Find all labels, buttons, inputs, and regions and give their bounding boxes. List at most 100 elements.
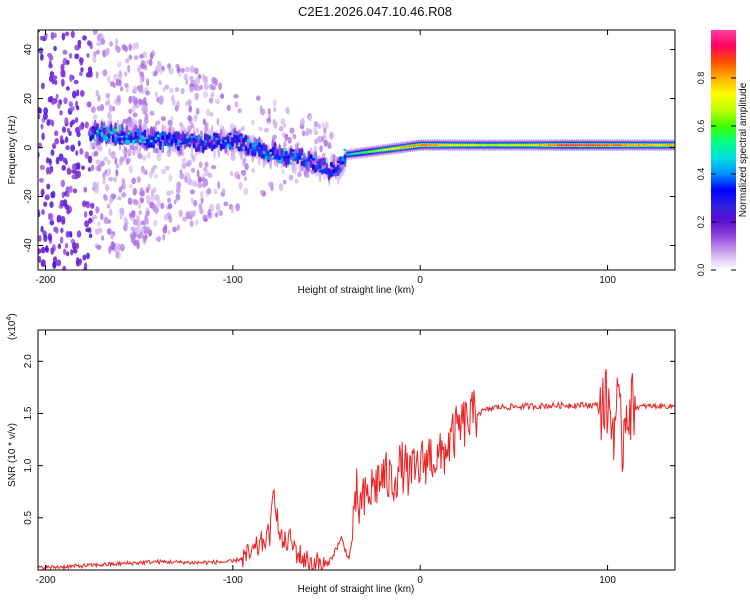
spectrogram-ridge-cell xyxy=(343,148,347,152)
spectrogram-frame xyxy=(37,29,676,271)
spectrogram-ridge-cell xyxy=(601,144,605,146)
spectrogram-ridge-cell xyxy=(177,146,180,151)
spectrogram-ridge-cell xyxy=(107,126,111,132)
spectrogram-speckle xyxy=(294,178,299,184)
spectrogram-speckle xyxy=(104,48,110,57)
spectrogram-ridge-cell xyxy=(338,157,342,166)
spectrogram-ridge-cell xyxy=(253,142,257,148)
spectrogram-ridge-cell xyxy=(143,140,147,144)
spectrogram-speckle xyxy=(118,69,122,78)
spectrogram-speckle xyxy=(128,95,133,104)
spectrogram-speckle xyxy=(170,68,175,74)
spectrogram-ridge-cell xyxy=(98,127,102,130)
spectrogram-speckle xyxy=(43,112,48,120)
spectrogram-speckle xyxy=(181,162,187,170)
spectrogram-speckle xyxy=(217,181,221,189)
spectrogram-speckle xyxy=(118,186,123,193)
snr-y-tick-label: 0.5 xyxy=(23,510,34,524)
spectrogram-speckle xyxy=(194,92,200,101)
spectrogram-speckle xyxy=(119,213,123,220)
spectrogram-speckle xyxy=(66,127,71,133)
spectrogram-speckle xyxy=(62,49,68,55)
spectrogram-y-axis: -40 -20 0 20 40 xyxy=(23,44,675,253)
spectrogram-speckle xyxy=(70,249,74,256)
spectrogram-ridge-cell xyxy=(554,144,558,146)
spectrogram-speckle xyxy=(198,161,203,169)
spectrogram-speckle xyxy=(82,254,87,261)
spectrogram-ridge-cell xyxy=(197,137,201,140)
spectrogram-ridge-cell xyxy=(228,132,232,136)
spectrogram-ridge-cell xyxy=(213,144,216,150)
spectrogram-ridge-cell xyxy=(174,143,178,146)
spectrogram-speckle xyxy=(38,30,41,33)
snr-plot-area xyxy=(38,330,675,570)
spectrogram-ridge-cell xyxy=(192,138,196,141)
spectrogram-speckle xyxy=(150,193,155,202)
spectrogram-ridge-cell xyxy=(428,144,432,146)
spectrogram-ridge-cell xyxy=(440,144,443,146)
spectrogram-speckle xyxy=(267,107,271,115)
spectrogram-speckle xyxy=(242,157,247,164)
spectrogram-ridge-cell xyxy=(309,160,313,169)
spectrogram-speckle xyxy=(173,198,177,205)
spectrogram-ridge-cell xyxy=(111,131,115,134)
spectrogram-speckle xyxy=(156,194,160,202)
spectrogram-ridge-cell xyxy=(408,145,412,148)
spectrogram-speckle xyxy=(54,138,59,145)
spectrogram-speckle xyxy=(93,50,97,59)
spectrogram-speckle xyxy=(117,61,122,68)
spectrogram-ridge-cell xyxy=(125,135,129,139)
spectrogram-speckle xyxy=(133,55,139,61)
spectrogram-speckle xyxy=(87,167,92,172)
spectrogram-speckle xyxy=(110,232,115,240)
spectrogram-speckle xyxy=(117,243,121,252)
spectrogram-ridge-cell xyxy=(145,136,149,140)
spectrogram-ridge-cell xyxy=(98,133,102,142)
spectrogram-speckle xyxy=(115,78,120,87)
spectrogram-speckle xyxy=(184,101,190,107)
spectrogram-speckle xyxy=(317,136,323,144)
spectrogram-speckle xyxy=(38,114,41,120)
spectrogram-speckle xyxy=(62,69,66,78)
spectrogram-speckle xyxy=(66,59,70,65)
spectrogram-ridge-cell xyxy=(467,144,470,146)
spectrogram-speckle xyxy=(68,101,73,107)
spectrogram-speckle xyxy=(63,199,68,208)
spectrogram-speckle xyxy=(64,136,69,144)
spectrogram-speckle xyxy=(79,71,83,77)
spectrogram-speckle xyxy=(172,226,177,233)
spectrogram-speckle xyxy=(114,38,119,45)
spectrogram-ridge-cell xyxy=(516,144,520,146)
spectrogram-y-tick-label: 0 xyxy=(23,144,34,150)
spectrogram-ridge-cell xyxy=(460,144,464,146)
spectrogram-speckle xyxy=(88,210,93,216)
spectrogram-ridge-cell xyxy=(210,135,214,139)
spectrogram-ridge-cell xyxy=(307,158,311,162)
spectrogram-speckle xyxy=(105,92,111,99)
spectrogram-ridge-cell xyxy=(314,167,317,173)
snr-x-tick-label: 0 xyxy=(417,575,423,586)
spectrogram-ridge-cell xyxy=(147,142,151,145)
spectrogram-ridge-cell xyxy=(210,138,214,147)
spectrogram-y-label: Frequency (Hz) xyxy=(7,116,18,185)
spectrogram-speckle xyxy=(78,124,83,131)
spectrogram-ridge-cell xyxy=(379,149,383,151)
spectrogram-ridge-cell xyxy=(633,144,637,146)
spectrogram-ridge-cell xyxy=(251,142,255,146)
spectrogram-ridge-cell xyxy=(289,148,293,154)
spectrogram-speckle xyxy=(106,168,112,176)
spectrogram-speckle xyxy=(139,197,145,204)
spectrogram-speckle xyxy=(153,219,158,227)
spectrogram-speckle xyxy=(176,181,182,190)
spectrogram-speckle xyxy=(74,53,80,60)
spectrogram-ridge-cell xyxy=(469,144,473,146)
spectrogram-speckle xyxy=(43,107,49,115)
spectrogram-speckle xyxy=(131,210,136,218)
spectrogram-ridge-cell xyxy=(215,139,219,148)
spectrogram-ridge-cell xyxy=(206,134,210,138)
spectrogram-speckle xyxy=(195,107,200,115)
spectrogram-speckle xyxy=(115,169,119,177)
spectrogram-ridge-cell xyxy=(226,138,230,144)
spectrogram-speckle xyxy=(107,203,111,209)
spectrogram-ridge-cell xyxy=(514,144,518,146)
